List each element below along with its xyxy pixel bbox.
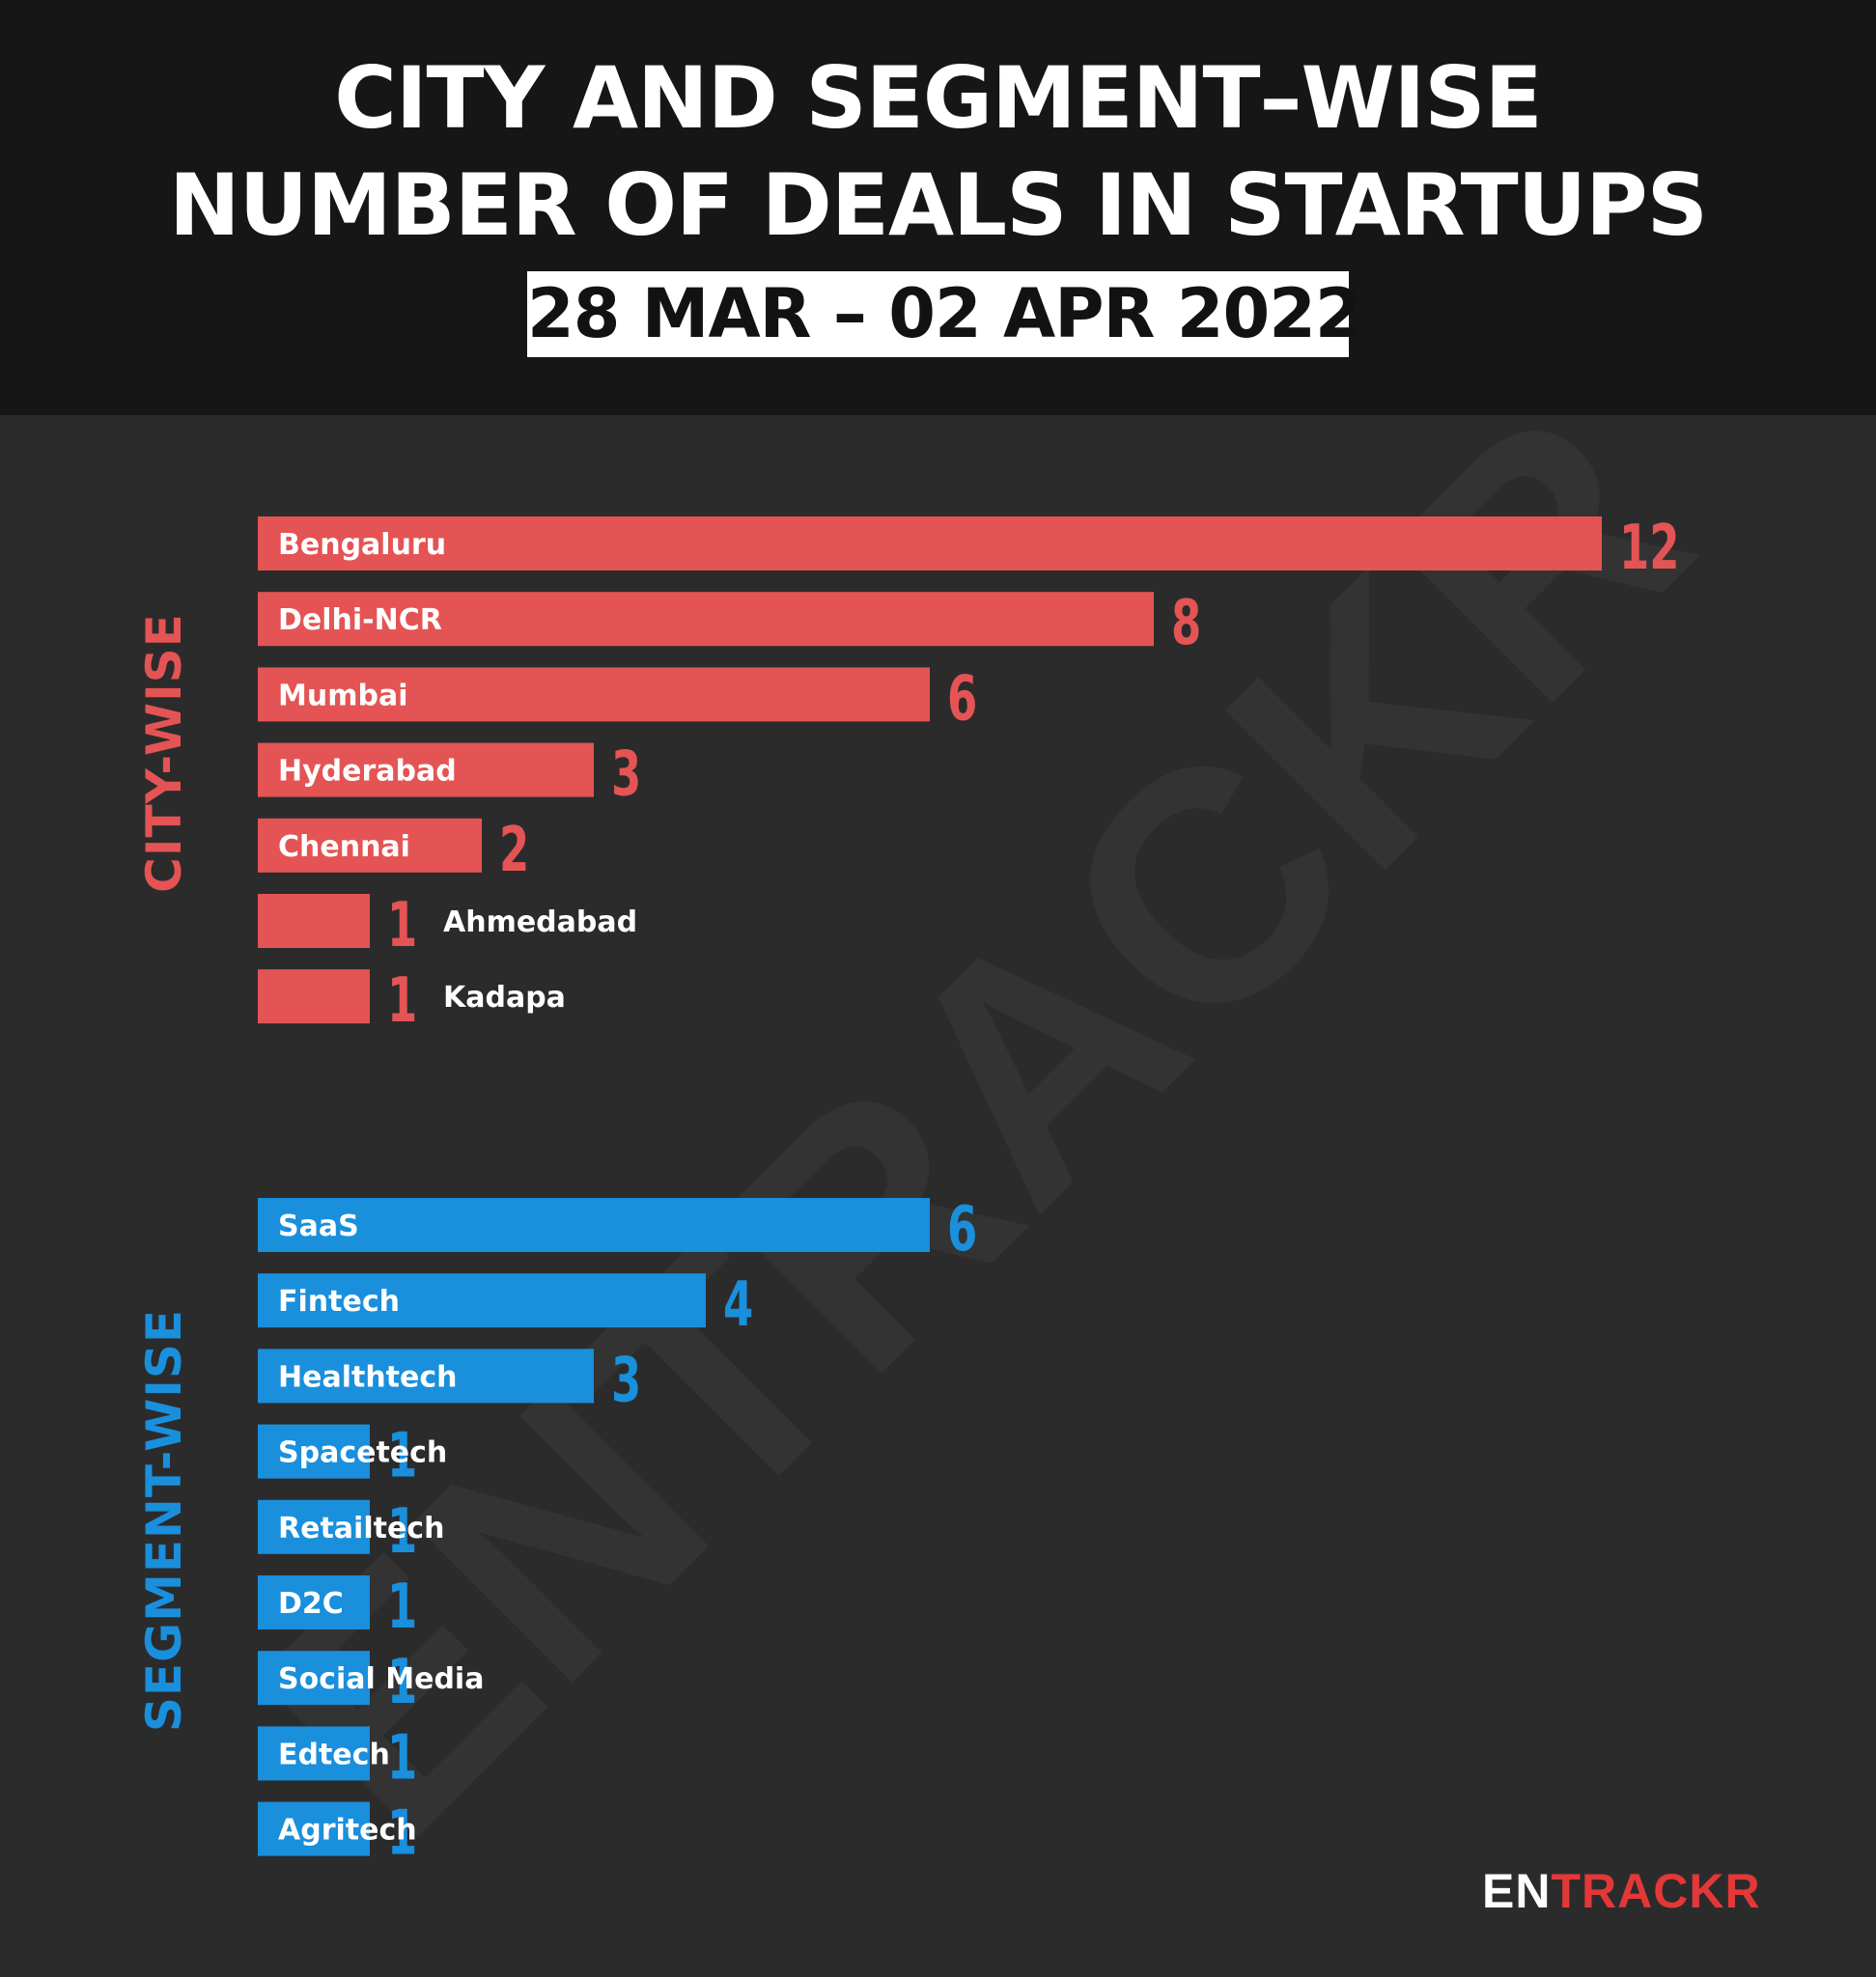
value-label-segment-saas: 6 <box>947 1193 977 1266</box>
bar-segment-healthtech <box>258 1349 594 1404</box>
category-label-city-mumbai: Mumbai <box>278 679 407 712</box>
bar-segment-spacetech <box>258 1424 370 1479</box>
category-label-segment-edtech: Edtech <box>278 1738 390 1771</box>
chart-title-line-1: CITY AND SEGMENT–WISE <box>334 48 1543 148</box>
category-label-segment-retailtech: Retailtech <box>278 1512 444 1545</box>
value-label-city-chennai: 2 <box>499 814 529 886</box>
bar-city-chennai <box>258 818 482 873</box>
date-range-badge: 28 MAR – 02 APR 2022 <box>527 271 1362 357</box>
category-label-city-chennai: Chennai <box>278 830 410 864</box>
category-label-segment-social-media: Social Media <box>278 1662 484 1696</box>
category-label-city-ahmedabad: Ahmedabad <box>443 905 637 939</box>
chart-title-line-2: NUMBER OF DEALS IN STARTUPS <box>168 155 1708 255</box>
brand-logo-part-1: EN <box>1482 1864 1552 1918</box>
brand-logo-part-2: TRACKR <box>1551 1864 1761 1918</box>
category-label-city-hyderabad: Hyderabad <box>278 755 457 789</box>
value-label-segment-fintech: 4 <box>723 1268 753 1341</box>
category-label-segment-fintech: Fintech <box>278 1285 400 1319</box>
bar-city-ahmedabad <box>258 894 370 948</box>
header-band: CITY AND SEGMENT–WISE NUMBER OF DEALS IN… <box>0 0 1876 415</box>
bar-segment-retailtech <box>258 1499 370 1554</box>
value-label-segment-spacetech: 1 <box>387 1419 417 1491</box>
category-label-segment-healthtech: Healthtech <box>278 1360 458 1394</box>
value-label-segment-retailtech: 1 <box>387 1495 417 1568</box>
category-label-city-delhi-ncr: Delhi-NCR <box>278 603 442 637</box>
bar-city-kadapa <box>258 969 370 1024</box>
bar-segment-d2c <box>258 1575 370 1629</box>
value-label-city-delhi-ncr: 8 <box>1171 587 1201 659</box>
category-label-segment-agritech: Agritech <box>278 1814 417 1848</box>
bar-segment-social-media <box>258 1651 370 1706</box>
value-label-city-ahmedabad: 1 <box>387 889 417 961</box>
value-label-segment-social-media: 1 <box>387 1646 417 1718</box>
category-label-segment-d2c: D2C <box>278 1587 344 1621</box>
category-label-segment-saas: SaaS <box>278 1210 359 1243</box>
value-label-city-bengaluru: 12 <box>1619 512 1679 584</box>
bar-city-mumbai <box>258 667 930 722</box>
brand-logo: ENTRACKR <box>1482 1863 1761 1919</box>
bar-segment-agritech <box>258 1801 370 1856</box>
bar-city-bengaluru <box>258 516 1602 571</box>
value-label-city-hyderabad: 3 <box>611 738 641 810</box>
category-label-city-kadapa: Kadapa <box>443 981 566 1015</box>
value-label-segment-edtech: 1 <box>387 1721 417 1794</box>
bar-segment-saas <box>258 1198 930 1252</box>
bar-segment-fintech <box>258 1273 706 1328</box>
category-label-segment-spacetech: Spacetech <box>278 1436 447 1470</box>
value-label-segment-healthtech: 3 <box>611 1344 641 1416</box>
value-label-segment-agritech: 1 <box>387 1796 417 1869</box>
bar-city-delhi-ncr <box>258 592 1154 647</box>
value-label-city-mumbai: 6 <box>947 662 977 735</box>
bar-city-hyderabad <box>258 742 594 797</box>
bar-segment-edtech <box>258 1726 370 1781</box>
value-label-city-kadapa: 1 <box>387 964 417 1037</box>
value-label-segment-d2c: 1 <box>387 1571 417 1643</box>
category-label-city-bengaluru: Bengaluru <box>278 528 446 562</box>
